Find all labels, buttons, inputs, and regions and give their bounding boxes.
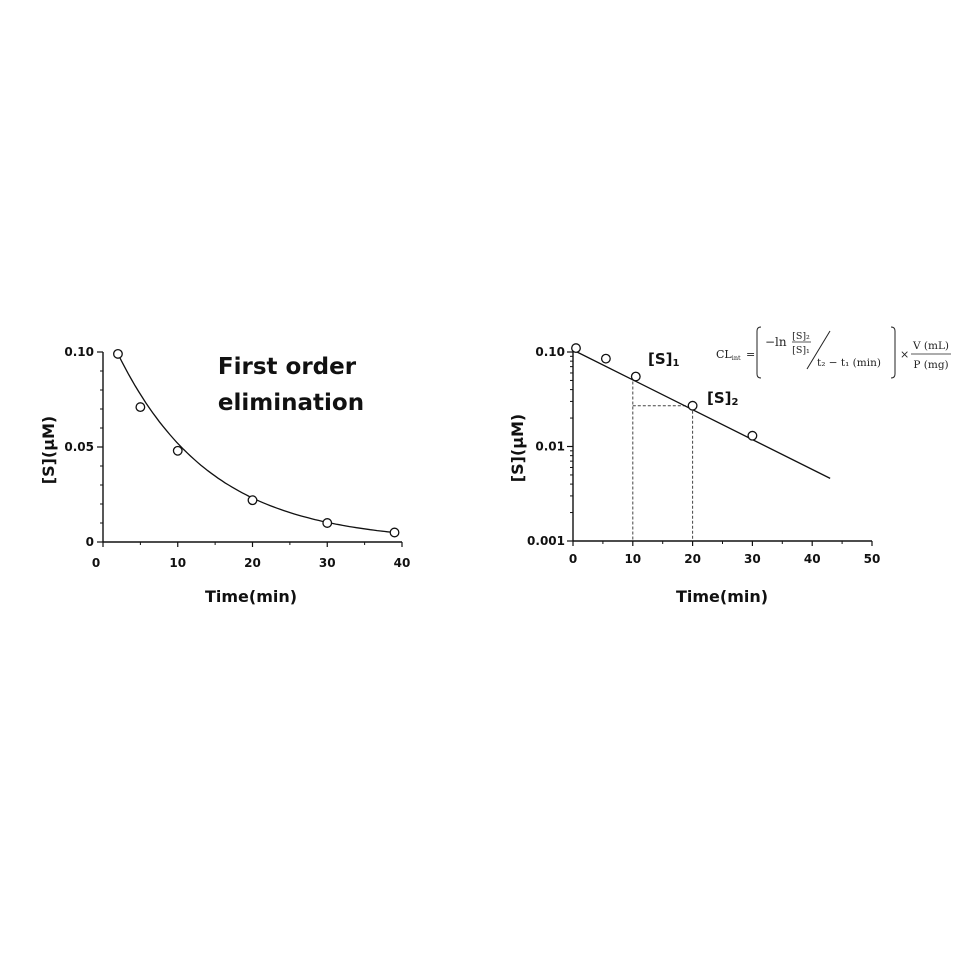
c1-data-point: [322, 518, 333, 528]
c2-y-tick-label: 0.001: [527, 534, 565, 548]
c1-y-tick-label: 0.05: [64, 440, 94, 454]
formula-times: ×: [900, 348, 909, 361]
c1-x-tick-label: 40: [394, 556, 411, 570]
c1-y-tick-label: 0: [86, 535, 94, 549]
c2-fit-line: [572, 349, 831, 479]
formula-protein: P (mg): [913, 359, 948, 371]
c1-x-tick-label: 10: [169, 556, 186, 570]
formula-ratio-denominator: [S]₁: [792, 345, 810, 356]
c1-y-tick-label: 0.10: [64, 345, 94, 359]
formula-right-bracket: [890, 326, 896, 379]
c2-guide-lines: [632, 376, 694, 541]
formula-lhs: CLint: [716, 348, 741, 362]
chart-title-line-1: First order: [218, 354, 357, 380]
c1-y-axis-label: [S](μM): [39, 416, 58, 484]
c1-data-point: [247, 495, 258, 506]
c1-data-point: [389, 527, 400, 538]
c1-x-tick-label: 30: [319, 556, 336, 570]
c2-y-tick-label: 0.10: [535, 345, 565, 359]
c2-data-point: [687, 400, 698, 411]
chart-title: First order elimination: [218, 354, 364, 416]
c2-x-tick-label: 10: [624, 552, 641, 566]
c1-x-axis-label: Time(min): [205, 587, 297, 606]
c2-data-points: [571, 343, 758, 441]
c2-data-point: [600, 353, 611, 364]
c2-ticks: 0 10 20 30 40 50 0.001 0.01 0.10: [527, 345, 880, 566]
s1-subscript: 1: [673, 358, 680, 369]
c1-fit-curve: [117, 353, 395, 534]
c1-x-tick-label: 20: [244, 556, 261, 570]
s1-annotation: [S]1: [648, 350, 680, 369]
c2-y-tick-label: 0.01: [535, 440, 565, 454]
c1-data-point: [172, 445, 183, 456]
c2-x-tick-label: 0: [569, 552, 577, 566]
s2-label: [S]: [707, 389, 732, 407]
c1-ticks: 0 10 20 30 40 0 0.05 0.10: [64, 345, 410, 570]
formula-volume: V (mL): [912, 340, 949, 352]
c1-data-point: [135, 402, 146, 413]
c2-data-point: [747, 430, 758, 441]
s2-subscript: 2: [732, 397, 739, 408]
formula-left-bracket: [756, 326, 762, 379]
formula-neg-ln: −ln: [765, 335, 787, 349]
c2-y-axis-label: [S](μM): [508, 414, 527, 482]
clearance-formula: CLint = −ln [S]₂ [S]₁ t₂ − t₁ (min) × V …: [716, 326, 951, 379]
c2-x-tick-label: 20: [684, 552, 701, 566]
c2-x-axis-label: Time(min): [676, 587, 768, 606]
s1-label: [S]: [648, 350, 673, 368]
c1-data-points: [112, 348, 400, 538]
chart-title-line-2: elimination: [218, 390, 364, 416]
c2-data-point: [630, 371, 641, 382]
c2-x-tick-label: 40: [804, 552, 821, 566]
c2-data-point: [571, 343, 581, 354]
c2-x-tick-label: 30: [744, 552, 761, 566]
c2-x-tick-label: 50: [864, 552, 881, 566]
formula-ratio-numerator: [S]₂: [792, 331, 810, 342]
linear-elimination-chart: 0 10 20 30 40 0 0.05 0.10 First order eliminati…: [39, 345, 410, 606]
formula-slash: [806, 330, 831, 370]
formula-time-denominator: t₂ − t₁ (min): [817, 357, 881, 369]
c1-data-point: [112, 348, 123, 359]
c1-x-tick-label: 0: [92, 556, 100, 570]
s2-annotation: [S]2: [707, 389, 739, 408]
formula-equals: =: [746, 348, 755, 361]
